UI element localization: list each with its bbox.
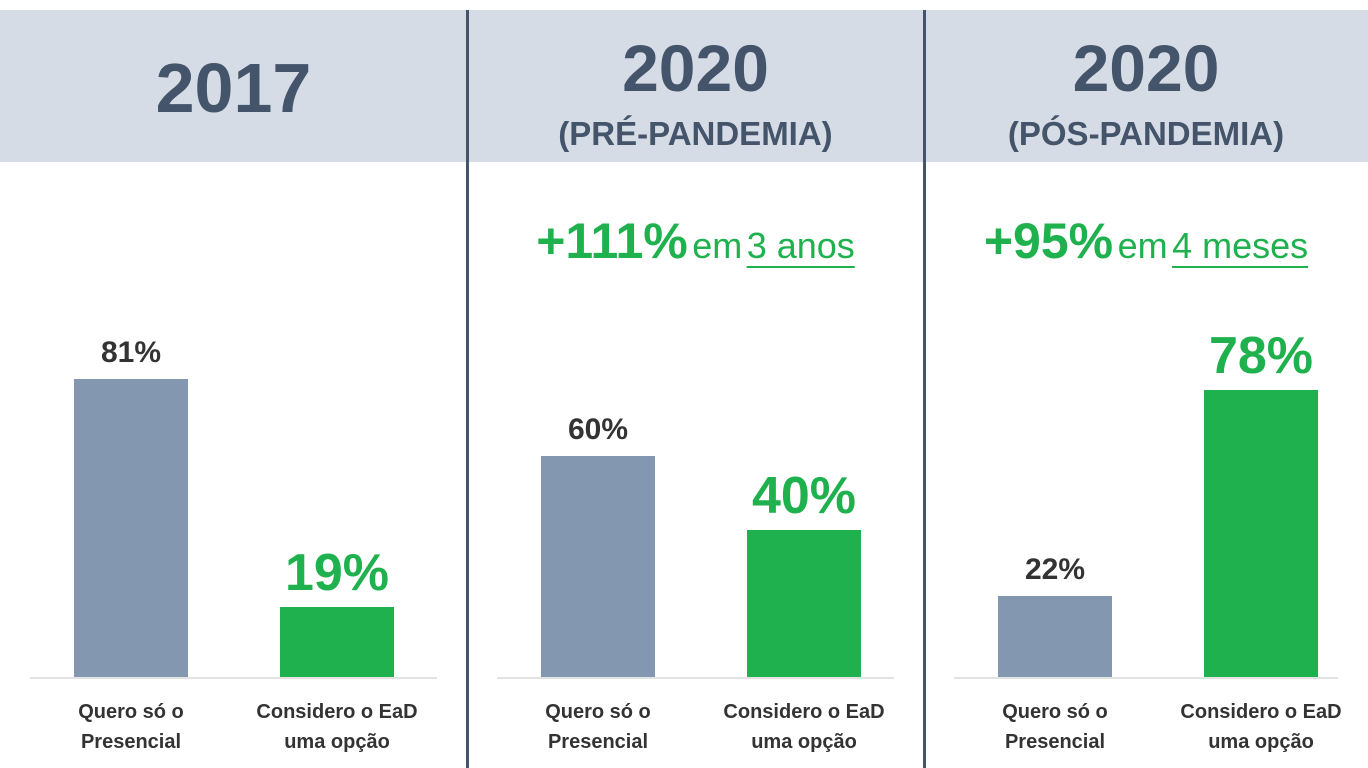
header-band [924,10,1368,162]
bar [998,596,1112,677]
baseline [954,677,1338,679]
value-label: 19% [284,544,390,603]
panel-title: 2020 [1072,31,1220,105]
category-label: Considero o EaD uma opção [1180,701,1342,753]
header-band [467,10,924,162]
annotation-text: em [692,225,743,266]
category-label: Considero o EaD uma opção [256,701,418,753]
category-label: Quero só o Presencial [545,701,651,753]
panel-subtitle: (PRÉ-PANDEMIA) [558,115,833,152]
bar [280,607,394,677]
annotation: +111% em 3 anos [467,208,924,287]
header-band [0,10,467,162]
annotation: +95% em 4 meses [924,208,1368,287]
value-label: 78% [1208,326,1314,385]
baseline [497,677,894,679]
bar [541,456,655,677]
value-label: 40% [751,466,857,525]
annotation-value: +111% [536,213,688,269]
divider [466,10,469,768]
panel-subtitle: (PÓS-PANDEMIA) [1007,115,1285,152]
category-label: Quero só o Presencial [1002,701,1108,753]
bar [1204,389,1318,677]
value-label: 60% [567,413,629,447]
bar [74,378,188,677]
annotation-period: 4 meses [1172,225,1309,266]
annotation-value: +95% [983,213,1114,269]
value-label: 22% [1024,553,1086,587]
panel-title: 2020 [622,31,769,105]
value-label: 81% [100,335,162,369]
category-label: Considero o EaD uma opção [723,701,885,753]
divider [923,10,926,768]
bar [747,529,861,677]
panel-title: 2017 [155,49,312,127]
baseline [30,677,437,679]
annotation-text: em [1117,225,1168,266]
category-label: Quero só o Presencial [78,701,184,753]
annotation-period: 3 anos [746,225,855,266]
